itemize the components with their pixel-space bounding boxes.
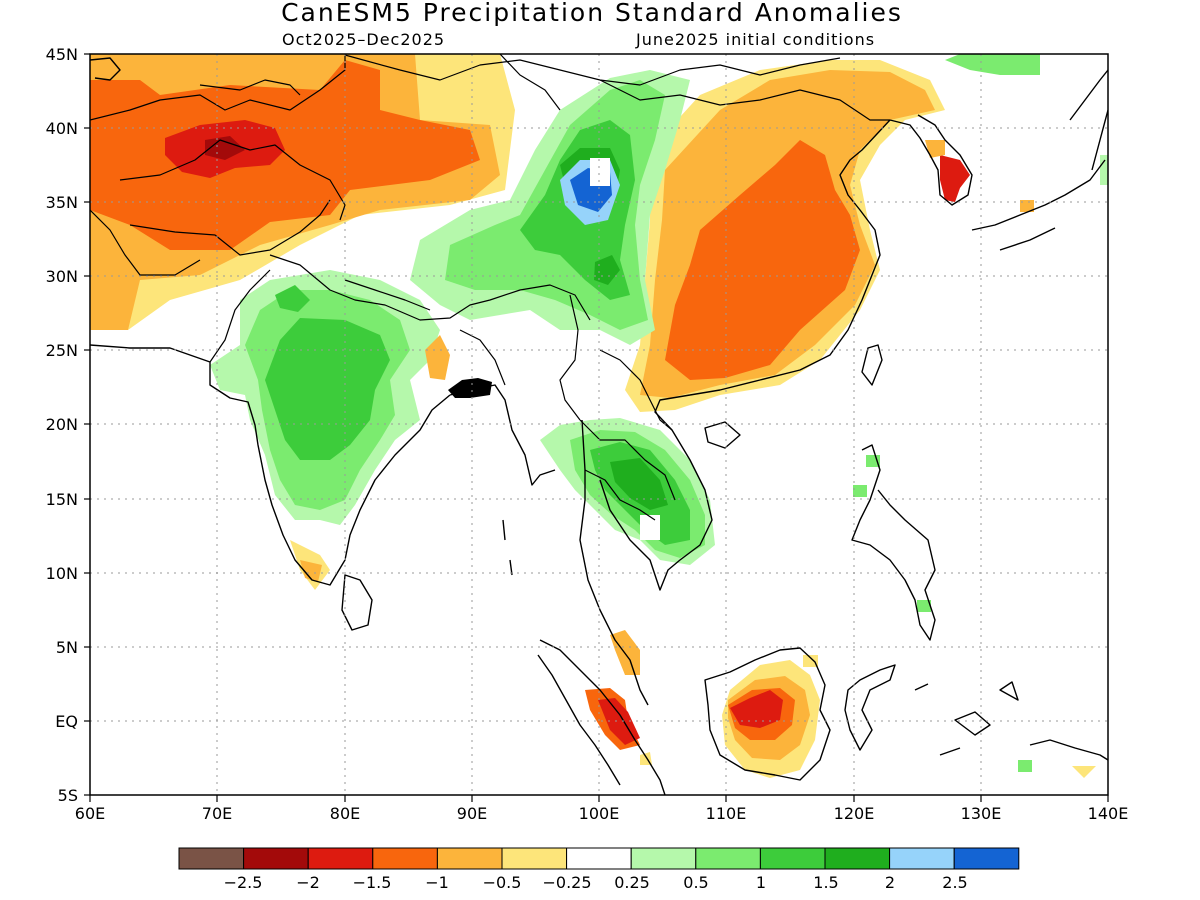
- lat-label: 20N: [46, 415, 78, 434]
- colorbar-swatch: [501, 847, 568, 870]
- lon-label: 70E: [202, 804, 232, 823]
- colorbar-label: −0.25: [542, 873, 591, 892]
- colorbar-label: 2.5: [942, 873, 967, 892]
- colorbar-swatch: [436, 847, 503, 870]
- colorbar: −2.5 −2 −1.5 −1 −0.5 −0.25 0.25 0.5 1 1.…: [178, 847, 1020, 892]
- axis-ticks: [84, 53, 1109, 802]
- colorbar-boxes: [178, 847, 1020, 870]
- colorbar-swatch: [307, 847, 374, 870]
- colorbar-label: 1.5: [813, 873, 838, 892]
- colorbar-swatch: [953, 847, 1020, 870]
- colorbar-swatch: [372, 847, 438, 870]
- colorbar-swatch: [630, 847, 697, 870]
- lat-label: 5S: [58, 786, 78, 805]
- subtitle-initial-conditions: June2025 initial conditions: [635, 30, 875, 49]
- colorbar-swatch: [695, 847, 761, 870]
- colorbar-label: 0.25: [614, 873, 650, 892]
- subtitle-valid-period: Oct2025–Dec2025: [282, 30, 445, 49]
- lat-label: 25N: [46, 341, 78, 360]
- colorbar-swatch: [759, 847, 826, 870]
- lat-label: 45N: [46, 45, 78, 64]
- map-area: [90, 54, 1108, 795]
- lat-label: 10N: [46, 564, 78, 583]
- colorbar-label: −2.5: [224, 873, 263, 892]
- latitude-labels: 45N 40N 35N 30N 25N 20N 15N 10N 5N EQ 5S: [46, 45, 78, 805]
- colorbar-label: −1: [425, 873, 449, 892]
- lon-label: 110E: [706, 804, 747, 823]
- lat-label: 5N: [56, 638, 78, 657]
- colorbar-swatch: [889, 847, 955, 870]
- lon-label: 90E: [457, 804, 487, 823]
- lon-label: 80E: [330, 804, 360, 823]
- ganges-delta: [448, 378, 492, 398]
- colorbar-label: 2: [885, 873, 895, 892]
- colorbar-swatch: [178, 847, 245, 870]
- colorbar-swatch: [824, 847, 891, 870]
- colorbar-label: 1: [756, 873, 766, 892]
- map-title: CanESM5 Precipitation Standard Anomalies: [281, 0, 903, 27]
- colorbar-label: −0.5: [483, 873, 522, 892]
- lon-label: 120E: [834, 804, 875, 823]
- lat-label: 15N: [46, 490, 78, 509]
- colorbar-label: −1.5: [353, 873, 392, 892]
- lat-label: EQ: [55, 712, 78, 731]
- lat-label: 35N: [46, 193, 78, 212]
- lat-label: 40N: [46, 119, 78, 138]
- lon-label: 60E: [75, 804, 105, 823]
- gridlines: [90, 54, 1108, 795]
- lon-label: 140E: [1088, 804, 1129, 823]
- colorbar-label: −2: [296, 873, 320, 892]
- lon-label: 130E: [961, 804, 1002, 823]
- longitude-labels: 60E 70E 80E 90E 100E 110E 120E 130E 140E: [75, 804, 1129, 823]
- colorbar-label: 0.5: [683, 873, 708, 892]
- lat-label: 30N: [46, 267, 78, 286]
- lon-label: 100E: [579, 804, 620, 823]
- colorbar-swatch: [243, 847, 309, 870]
- colorbar-swatch: [566, 847, 632, 870]
- political-borders: [90, 54, 890, 521]
- anomaly-fields: [90, 54, 1108, 778]
- colorbar-labels: −2.5 −2 −1.5 −1 −0.5 −0.25 0.25 0.5 1 1.…: [224, 873, 968, 892]
